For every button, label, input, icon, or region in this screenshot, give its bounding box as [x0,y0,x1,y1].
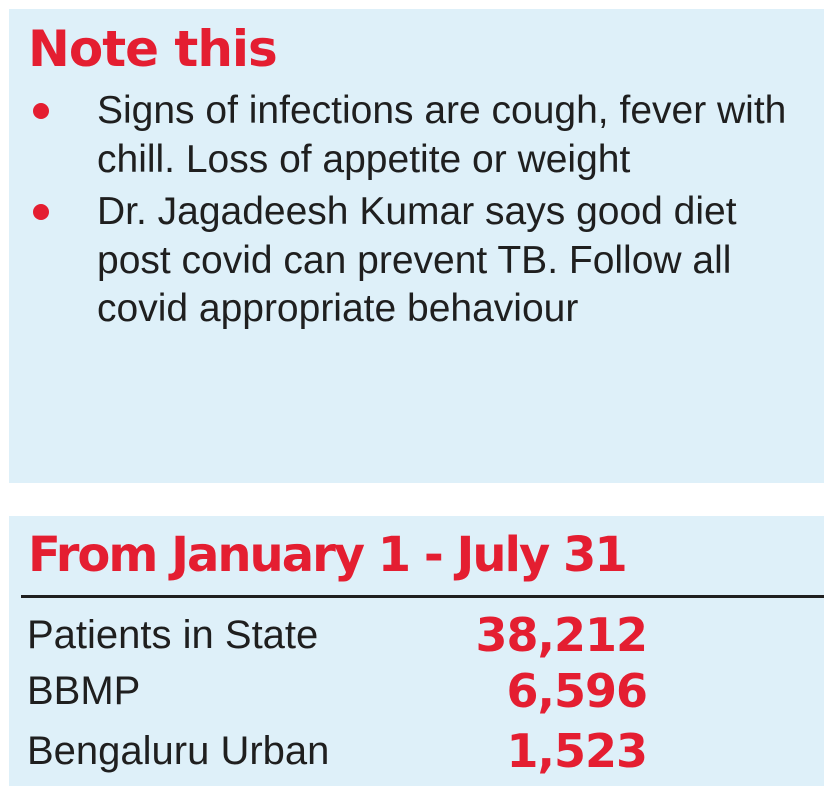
note-heading: Note this [28,20,278,78]
note-bullet-list: Signs of infections are cough, fever wit… [9,87,824,334]
stats-row-patients-in-state: Patients in State 38,212 [9,605,824,667]
stats-row-value: 6,596 [506,664,648,718]
bullet-dot-icon [33,103,49,119]
bullet-dot-icon [33,204,49,220]
stats-divider [21,595,824,598]
stats-row-bbmp: BBMP 6,596 [9,661,824,723]
bullet-item: Dr. Jagadeesh Kumar says good diet post … [9,188,824,334]
stats-row-value: 38,212 [475,608,648,662]
stats-panel: From January 1 - July 31 Patients in Sta… [9,516,824,786]
stats-row-label: BBMP [27,669,141,713]
bullet-text: Dr. Jagadeesh Kumar says good diet post … [97,190,737,330]
stats-row-label: Patients in State [27,613,319,657]
stats-row-bengaluru-urban: Bengaluru Urban 1,523 [9,721,824,783]
note-panel: Note this Signs of infections are cough,… [9,9,824,483]
bullet-text: Signs of infections are cough, fever wit… [97,89,787,181]
stats-heading: From January 1 - July 31 [28,527,628,583]
stats-row-label: Bengaluru Urban [27,729,330,773]
stats-row-value: 1,523 [506,724,648,778]
bullet-item: Signs of infections are cough, fever wit… [9,87,824,184]
